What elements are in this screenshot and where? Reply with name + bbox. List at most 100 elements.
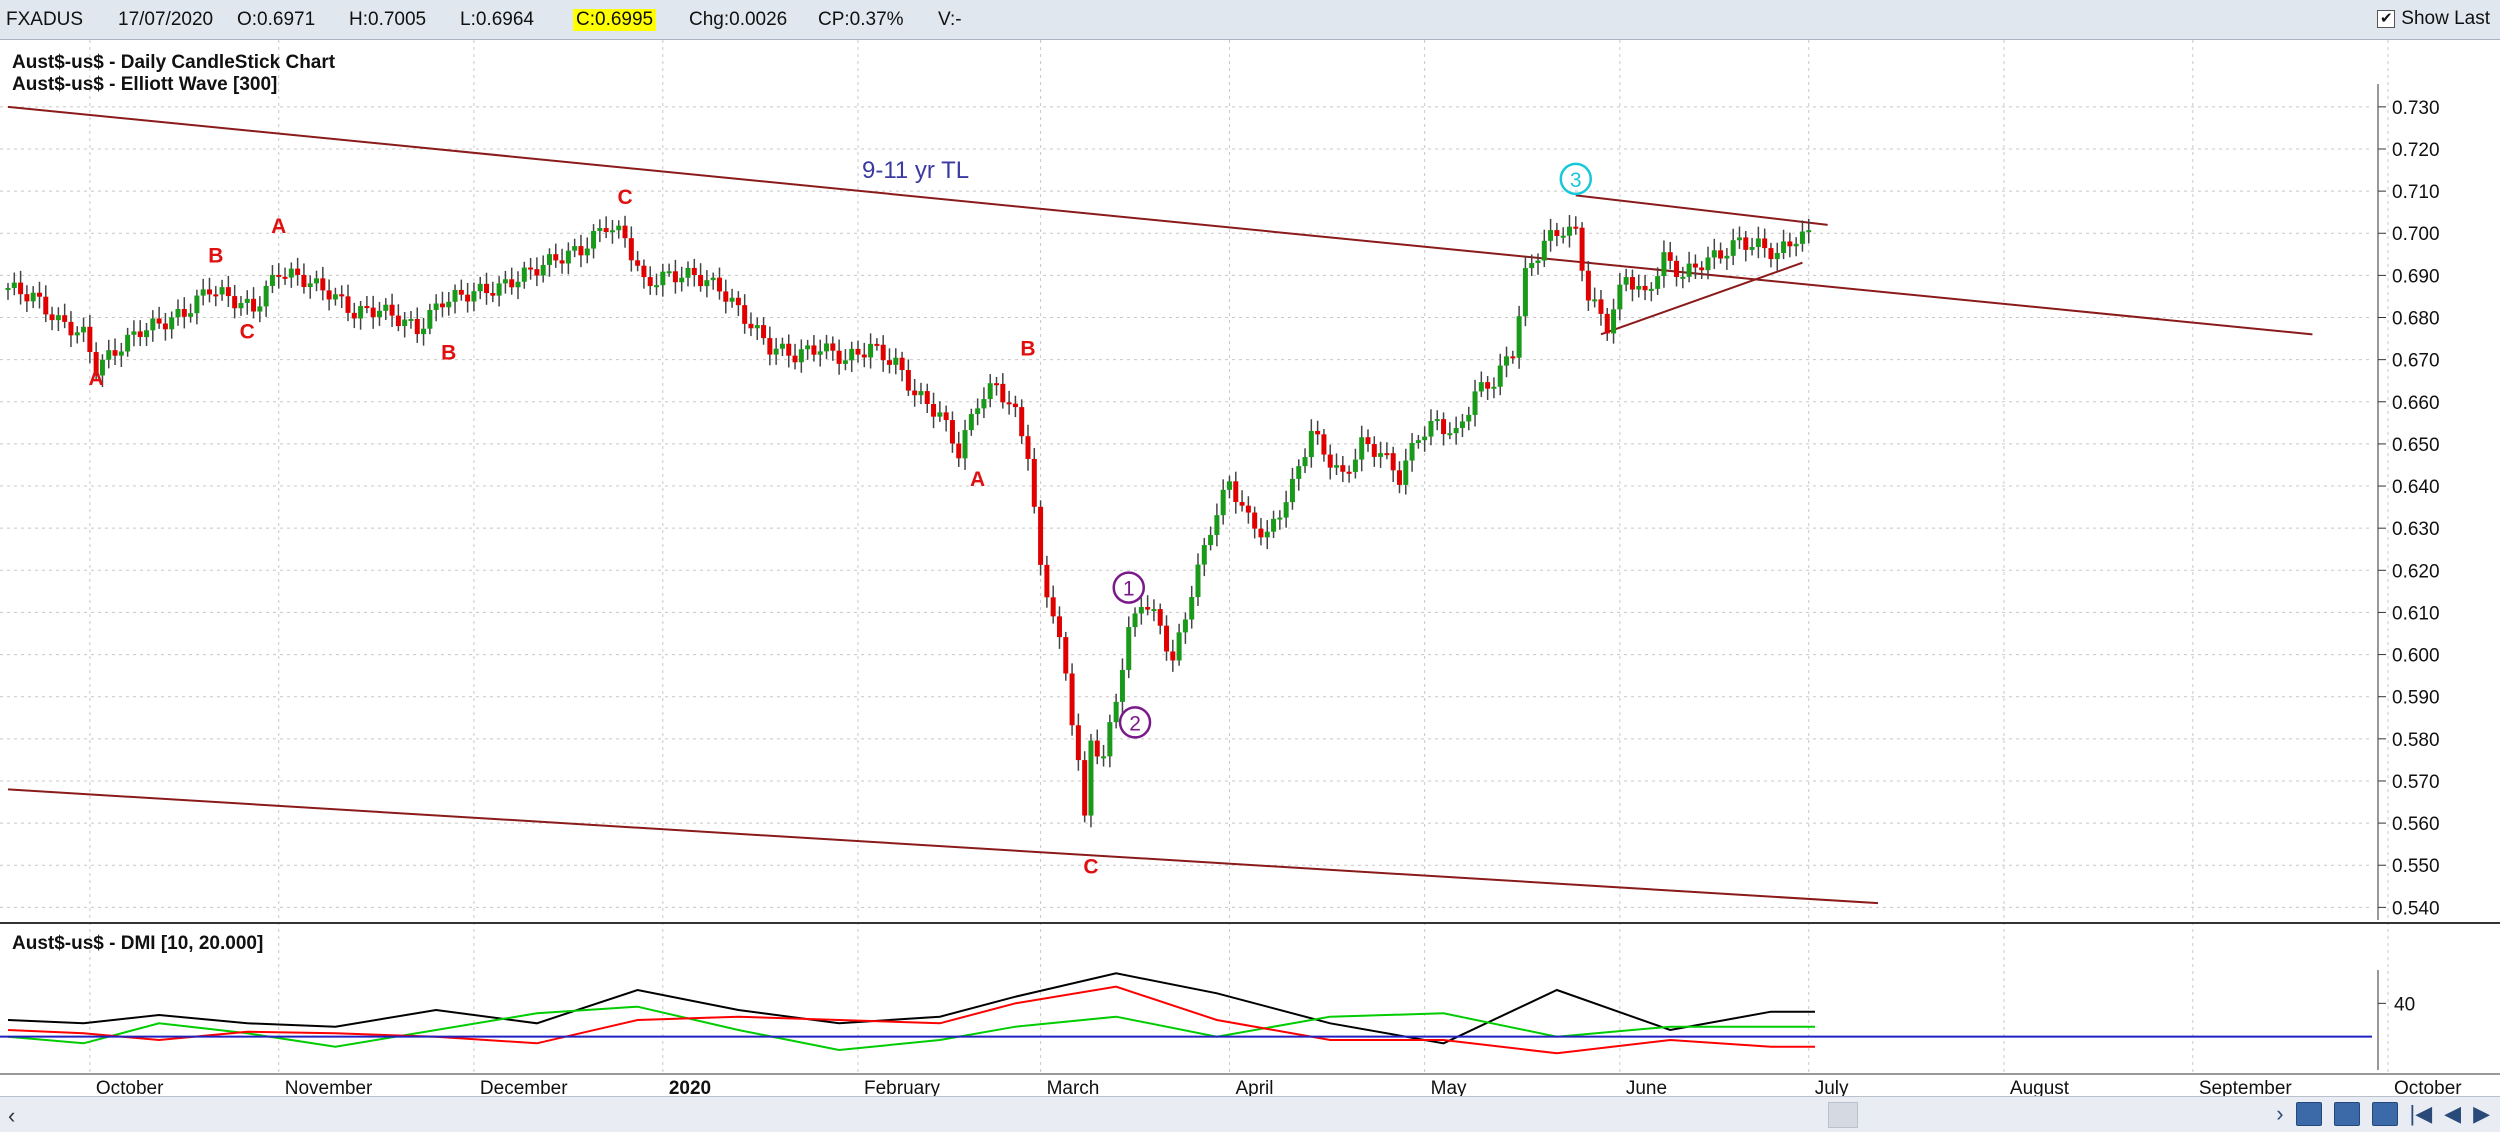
candle-down — [1038, 506, 1044, 565]
candle-up — [679, 277, 685, 283]
candle-up — [1491, 386, 1497, 389]
next-page-icon[interactable]: ▶ — [2473, 1101, 2490, 1126]
candle-up — [408, 318, 414, 321]
candle-down — [1390, 453, 1396, 471]
candle-up — [597, 228, 603, 231]
candle-down — [628, 238, 634, 261]
candle-down — [458, 289, 464, 295]
candle-down — [1321, 434, 1327, 455]
candle-up — [1189, 597, 1195, 620]
candle-down — [528, 267, 534, 270]
month-label: July — [1815, 1078, 1849, 1096]
candle-up — [471, 291, 477, 302]
candle-down — [1585, 270, 1591, 301]
candle-down — [43, 296, 49, 315]
price-tick-label: 0.590 — [2392, 688, 2440, 709]
wave-circle — [1118, 706, 1152, 739]
candle-up — [987, 383, 993, 400]
candle-down — [836, 350, 842, 364]
candle-down — [36, 292, 42, 297]
month-label: 2020 — [669, 1078, 711, 1096]
candle-up — [1308, 430, 1314, 458]
candle-up — [805, 345, 811, 350]
candle-down — [1094, 740, 1100, 757]
month-label: October — [96, 1078, 164, 1096]
candle-down — [1170, 651, 1176, 661]
scroll-right-arrow-icon[interactable]: › — [2276, 1101, 2284, 1126]
candle-up — [1529, 263, 1535, 269]
candle-down — [994, 383, 1000, 386]
candle-up — [660, 271, 666, 286]
wave-label: A — [271, 215, 286, 238]
candle-down — [1258, 528, 1264, 538]
candle-up — [1101, 756, 1107, 759]
candle-up — [1277, 517, 1283, 520]
candle-up — [1560, 235, 1566, 238]
candle-down — [1396, 470, 1402, 485]
info-bar: FXADUS 17/07/2020 O:0.6971 H:0.7005 L:0.… — [0, 0, 2500, 40]
candle-up — [1749, 247, 1755, 250]
month-label: October — [2394, 1078, 2462, 1096]
wave-label: A — [89, 367, 104, 390]
wave-label: 2 — [1129, 712, 1141, 735]
candle-down — [761, 325, 767, 339]
candle-up — [99, 359, 105, 376]
candle-down — [320, 278, 326, 291]
candle-up — [1220, 489, 1226, 516]
show-last-checkbox[interactable]: ✔ — [2377, 10, 2396, 28]
month-label: March — [1047, 1078, 1100, 1096]
candle-down — [251, 298, 257, 312]
candle-down — [1485, 382, 1491, 389]
wave-label: 1 — [1123, 578, 1135, 601]
horizontal-scrollbar[interactable]: ‹ › |◀ ◀ ▶ — [0, 1096, 2500, 1132]
candle-down — [1554, 230, 1560, 236]
candle-up — [1214, 515, 1220, 535]
candle-down — [553, 254, 559, 261]
low-value: L:0.6964 — [460, 9, 534, 30]
candle-up — [1497, 365, 1503, 387]
candle-up — [868, 343, 874, 358]
price-tick-label: 0.690 — [2392, 266, 2440, 287]
candle-up — [1195, 564, 1201, 598]
zoom-fit-icon[interactable] — [2371, 1102, 2398, 1126]
candle-up — [1680, 276, 1686, 279]
candle-up — [5, 288, 11, 291]
candle-down — [1762, 238, 1768, 249]
candle-up — [1302, 457, 1308, 467]
candle-up — [798, 349, 804, 363]
candle-down — [162, 323, 168, 330]
candle-up — [773, 348, 779, 355]
candle-down — [1384, 453, 1390, 456]
candle-up — [1541, 240, 1547, 261]
candle-up — [1208, 534, 1214, 546]
candle-up — [188, 313, 194, 317]
scroll-left-arrow-icon[interactable]: ‹ — [8, 1103, 16, 1128]
candle-down — [1667, 252, 1673, 261]
candle-up — [1793, 243, 1799, 247]
show-last-toggle[interactable]: ✔ Show Last — [2377, 8, 2490, 30]
chart-subtitle: Aust$-us$ - Elliott Wave [300] — [12, 74, 277, 95]
candle-up — [584, 248, 590, 256]
prev-page-icon[interactable]: ◀ — [2444, 1101, 2462, 1126]
wave-labels: A B C A B C A B C 1 2 3 — [89, 162, 1593, 879]
price-tick-label: 0.670 — [2392, 351, 2440, 372]
first-page-icon[interactable]: |◀ — [2409, 1101, 2433, 1126]
candle-down — [225, 287, 231, 297]
candle-down — [603, 228, 609, 233]
dmi-line — [7, 972, 1815, 1045]
candle-up — [1289, 478, 1295, 503]
candle-up — [654, 285, 660, 288]
candle-down — [1000, 383, 1006, 403]
candle-down — [647, 277, 653, 287]
candle-up — [817, 351, 823, 355]
zoom-in-icon[interactable] — [2295, 1102, 2322, 1126]
candle-up — [1522, 268, 1528, 317]
scroll-thumb[interactable] — [1828, 1102, 1858, 1128]
candle-up — [11, 282, 17, 289]
trendline — [7, 105, 2313, 336]
candle-up — [1126, 627, 1132, 670]
candle-up — [1648, 288, 1654, 291]
zoom-out-icon[interactable] — [2333, 1102, 2360, 1126]
price-tick-label: 0.680 — [2392, 309, 2440, 330]
